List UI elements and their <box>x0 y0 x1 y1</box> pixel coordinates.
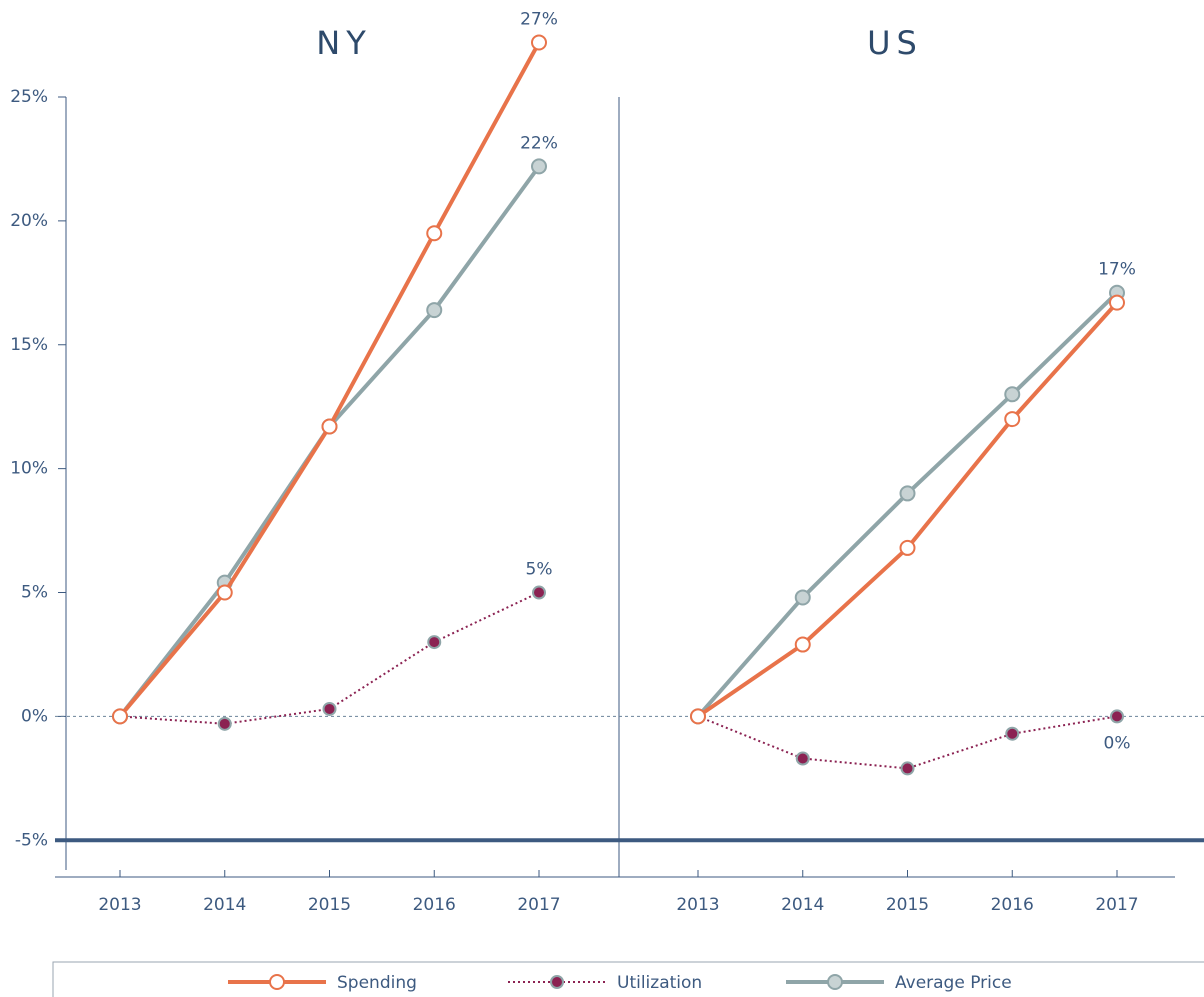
series-marker <box>216 584 233 601</box>
data-label: 0% <box>1104 733 1131 753</box>
x-tick-label: 2013 <box>98 895 141 915</box>
series-marker <box>794 636 811 653</box>
series-marker <box>1110 709 1124 724</box>
series-marker <box>1004 411 1021 428</box>
y-tick-label: 10% <box>10 459 48 479</box>
legend-marker <box>827 974 843 990</box>
series-marker <box>217 716 232 731</box>
legend-marker <box>550 975 564 989</box>
y-tick-label: 15% <box>10 335 48 355</box>
series-marker <box>531 34 547 51</box>
x-tick-label: 2016 <box>413 895 456 915</box>
x-tick-label: 2016 <box>991 895 1034 915</box>
series-marker <box>1004 386 1021 403</box>
legend-box <box>52 961 1204 997</box>
series-line <box>118 41 541 718</box>
series-marker <box>899 539 916 556</box>
x-tick-label: 2014 <box>781 895 824 915</box>
x-tick-label: 2015 <box>886 895 929 915</box>
series-marker <box>426 225 443 242</box>
data-label: 27% <box>520 9 558 29</box>
y-tick-label: 25% <box>10 87 48 107</box>
x-tick-label: 2013 <box>676 895 719 915</box>
x-tick-label: 2017 <box>1095 895 1138 915</box>
series-marker <box>1005 726 1020 741</box>
legend-label: Utilization <box>617 973 702 993</box>
series-marker <box>531 158 547 175</box>
x-tick-label: 2017 <box>517 895 560 915</box>
series-line <box>696 301 1119 719</box>
legend-label: Spending <box>337 973 417 993</box>
series-marker <box>532 585 546 600</box>
legend-marker <box>269 974 285 990</box>
y-tick-label: 20% <box>10 211 48 231</box>
panel-title: NY <box>316 24 371 62</box>
data-label: 17% <box>1098 260 1136 280</box>
series-marker <box>322 701 337 716</box>
series-marker <box>794 589 811 606</box>
y-tick-label: 5% <box>21 583 48 603</box>
series-marker <box>321 418 338 435</box>
series-marker <box>900 761 915 776</box>
series-marker <box>426 302 443 319</box>
series-marker <box>427 635 442 650</box>
data-label: 22% <box>520 133 558 153</box>
data-label: 5% <box>526 560 553 580</box>
y-tick-label: -5% <box>15 830 48 850</box>
series-marker <box>690 708 706 725</box>
series-line <box>697 715 1118 770</box>
series-line <box>696 291 1119 718</box>
panel-title: US <box>867 24 923 62</box>
series-marker <box>1109 294 1125 311</box>
legend-label: Average Price <box>895 973 1012 993</box>
series-marker <box>112 708 128 725</box>
y-tick-label: 0% <box>21 706 48 726</box>
x-tick-label: 2014 <box>203 895 246 915</box>
series-marker <box>795 751 810 766</box>
x-tick-label: 2015 <box>308 895 351 915</box>
series-marker <box>899 485 916 502</box>
series-line <box>118 165 541 718</box>
